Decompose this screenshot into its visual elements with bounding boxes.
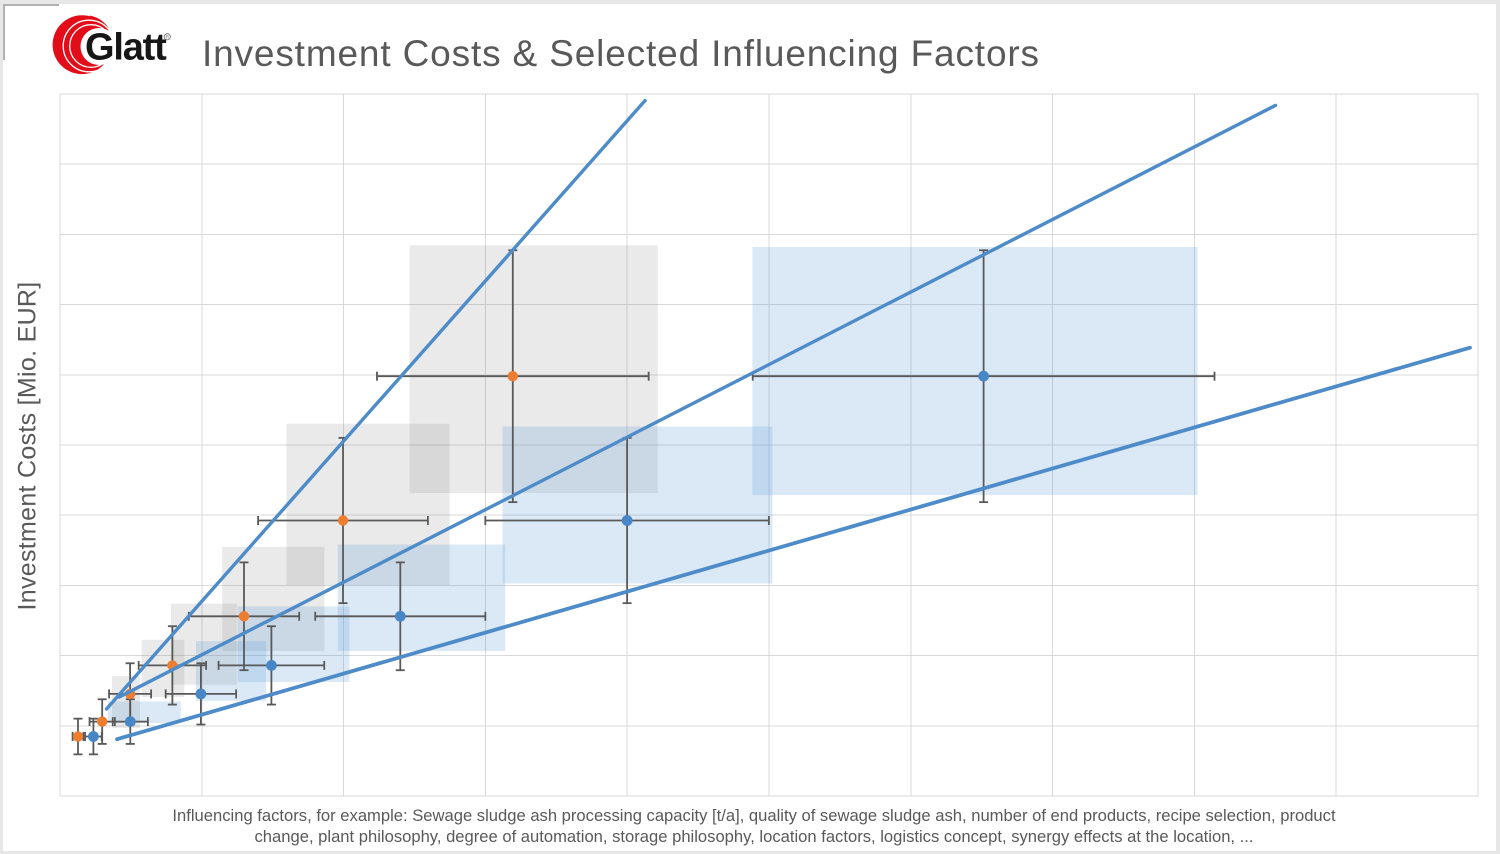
svg-text:Glatt: Glatt [85,27,167,69]
svg-text:R: R [166,35,170,40]
